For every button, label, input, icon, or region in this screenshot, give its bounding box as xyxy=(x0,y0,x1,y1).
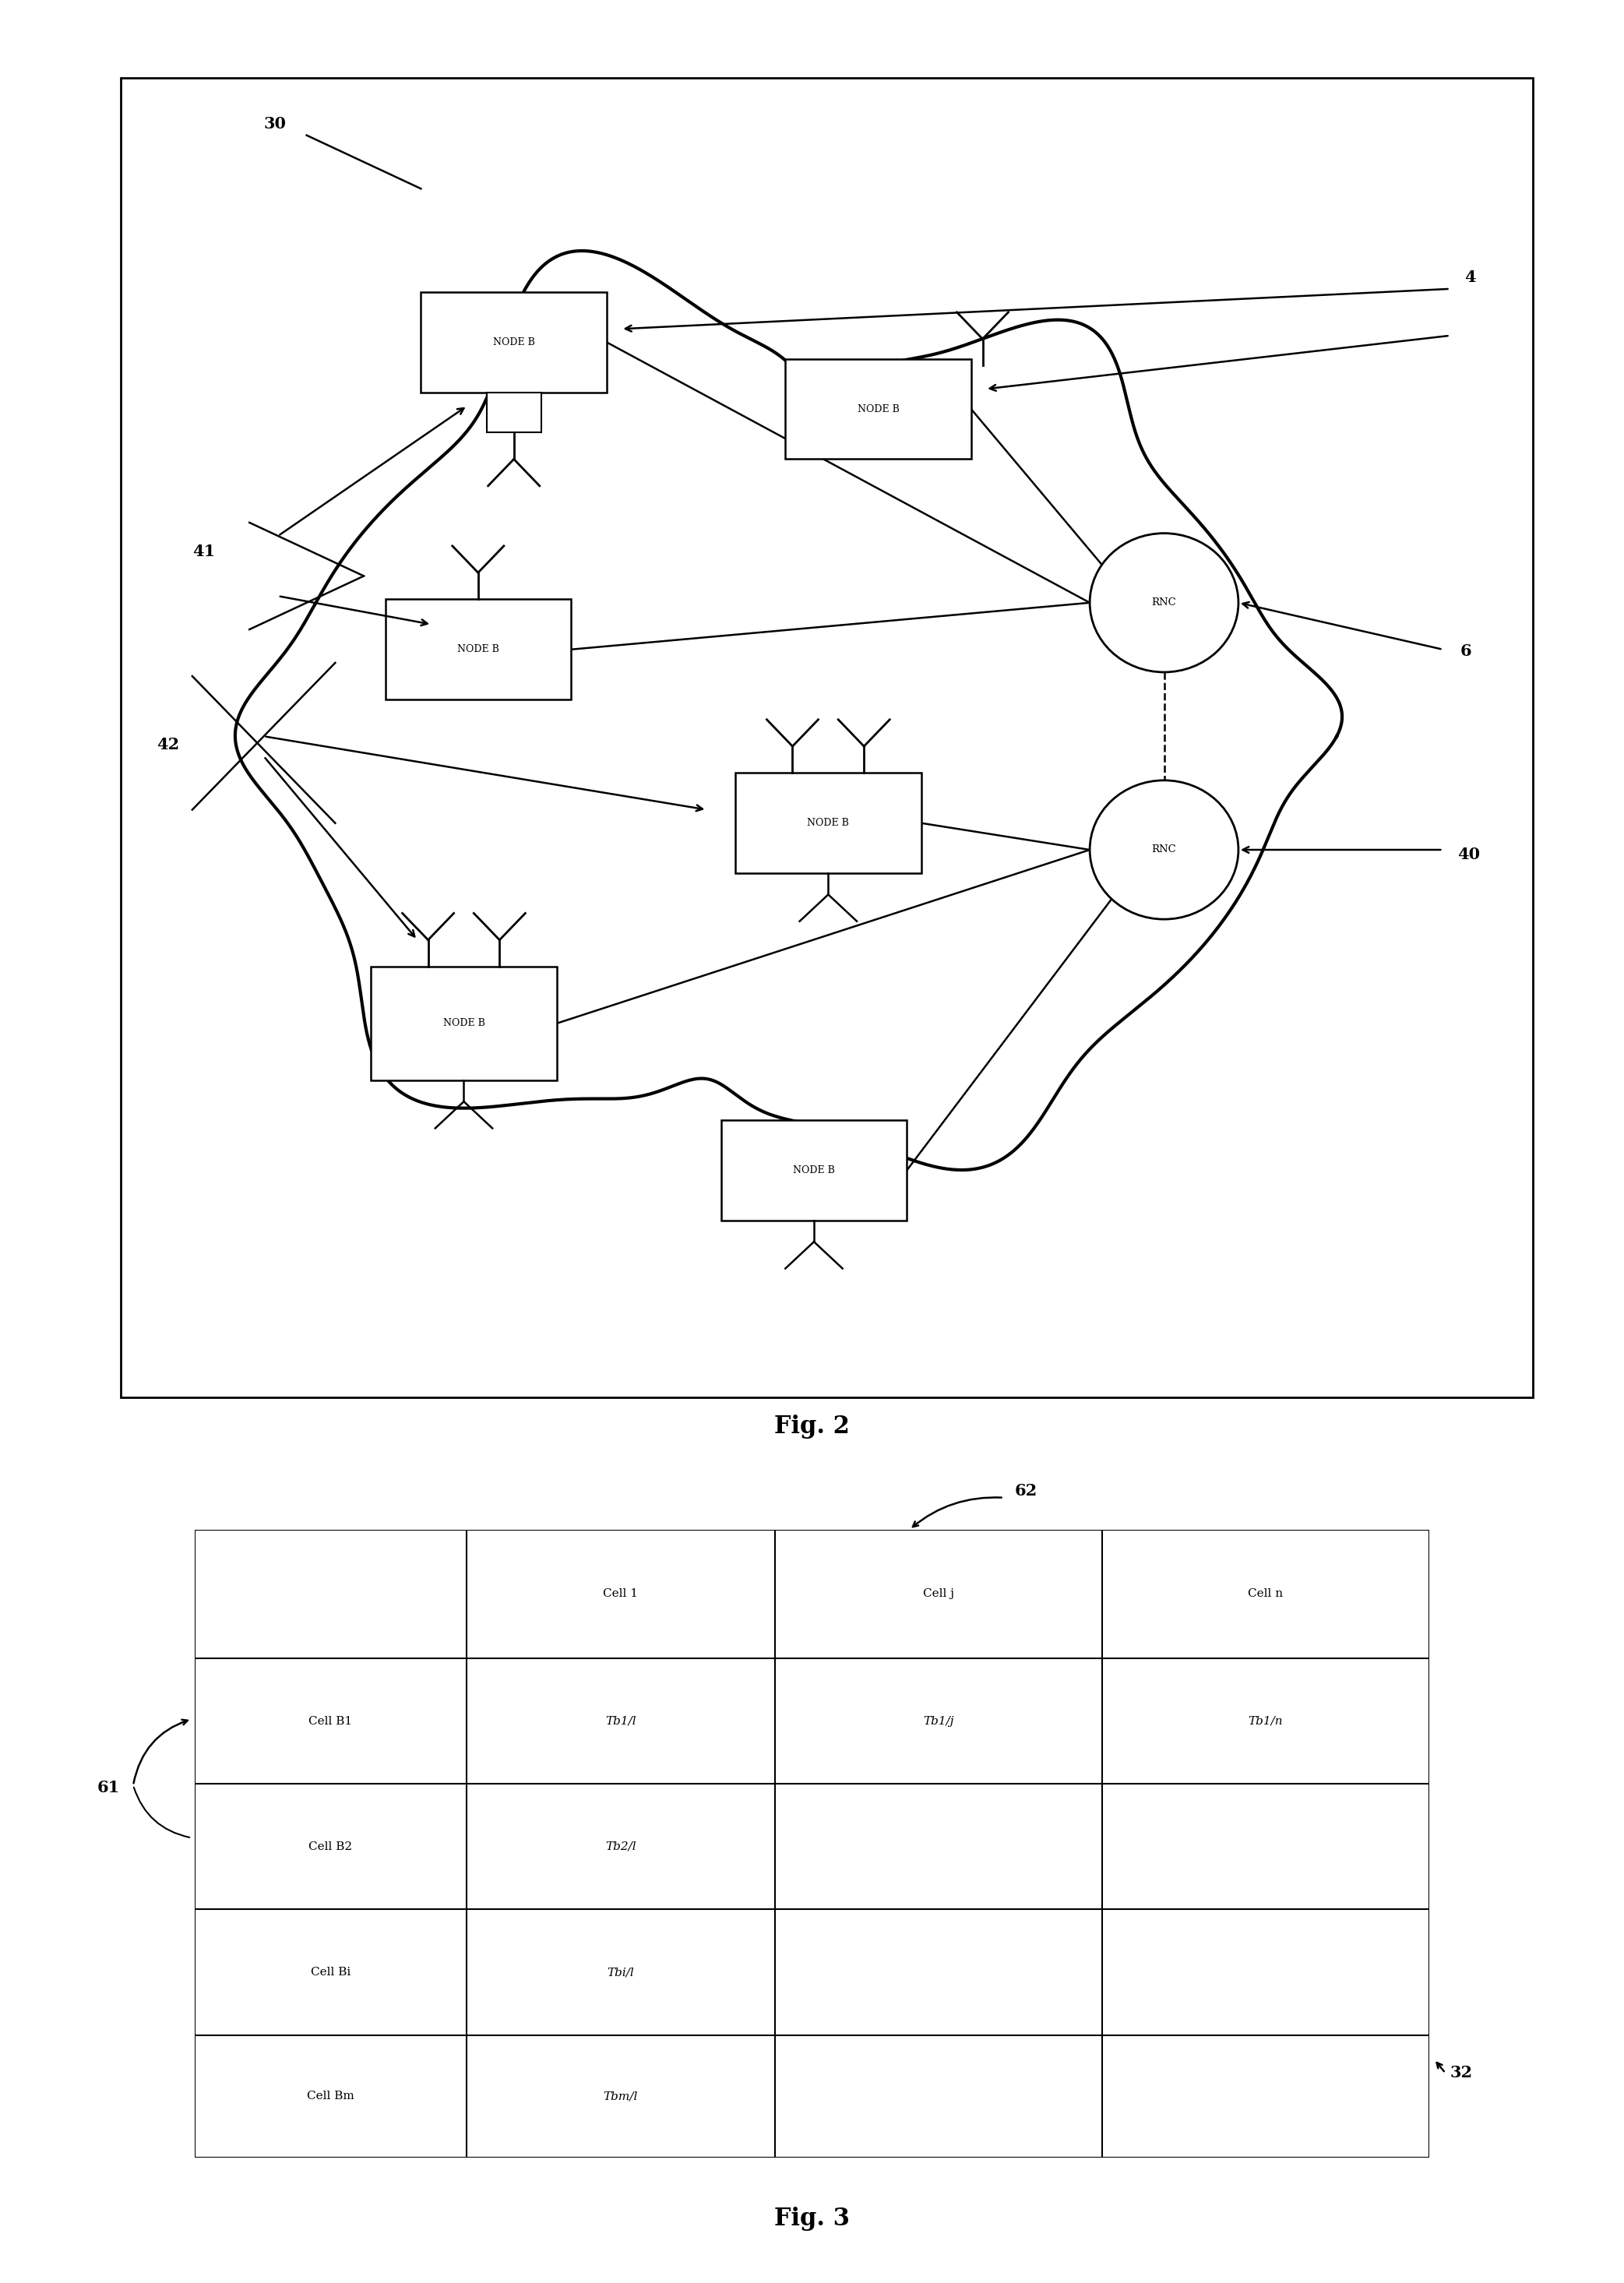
Text: Cell j: Cell j xyxy=(922,1589,953,1600)
Text: NODE B: NODE B xyxy=(456,644,499,655)
Text: Cell B2: Cell B2 xyxy=(309,1840,352,1852)
FancyBboxPatch shape xyxy=(421,292,607,393)
Text: Tb2/l: Tb2/l xyxy=(606,1840,637,1852)
FancyBboxPatch shape xyxy=(721,1121,906,1221)
Text: Tbm/l: Tbm/l xyxy=(604,2091,638,2103)
Text: Cell 1: Cell 1 xyxy=(603,1589,638,1600)
Text: NODE B: NODE B xyxy=(807,817,849,829)
Text: NODE B: NODE B xyxy=(793,1164,835,1176)
Text: RNC: RNC xyxy=(1151,845,1176,854)
Text: 30: 30 xyxy=(263,116,286,132)
Text: Tb1/n: Tb1/n xyxy=(1249,1715,1283,1726)
FancyBboxPatch shape xyxy=(370,966,557,1080)
Text: 42: 42 xyxy=(156,737,179,753)
Text: 61: 61 xyxy=(97,1781,120,1794)
Text: 40: 40 xyxy=(1457,847,1479,863)
Text: RNC: RNC xyxy=(1151,598,1176,607)
Text: Tbi/l: Tbi/l xyxy=(607,1966,635,1977)
Text: Tb1/l: Tb1/l xyxy=(606,1715,637,1726)
Circle shape xyxy=(1090,781,1239,920)
Circle shape xyxy=(1090,534,1239,671)
Text: 41: 41 xyxy=(192,543,214,559)
Text: Fig. 2: Fig. 2 xyxy=(775,1415,849,1438)
Text: 4: 4 xyxy=(1465,269,1476,285)
Text: Tb1/j: Tb1/j xyxy=(922,1715,953,1726)
Text: 6: 6 xyxy=(1460,644,1471,660)
Text: NODE B: NODE B xyxy=(443,1018,486,1027)
FancyBboxPatch shape xyxy=(786,358,971,459)
Text: Cell B1: Cell B1 xyxy=(309,1715,352,1726)
FancyBboxPatch shape xyxy=(736,774,921,872)
FancyBboxPatch shape xyxy=(385,600,572,699)
Text: Cell Bm: Cell Bm xyxy=(307,2091,354,2103)
Text: Cell n: Cell n xyxy=(1247,1589,1283,1600)
Text: 62: 62 xyxy=(1015,1484,1038,1498)
Text: 32: 32 xyxy=(1450,2066,1473,2080)
Text: Fig. 3: Fig. 3 xyxy=(775,2208,849,2230)
Text: Cell Bi: Cell Bi xyxy=(310,1966,351,1977)
Text: NODE B: NODE B xyxy=(492,338,534,347)
FancyBboxPatch shape xyxy=(487,393,541,431)
Text: NODE B: NODE B xyxy=(857,404,900,413)
